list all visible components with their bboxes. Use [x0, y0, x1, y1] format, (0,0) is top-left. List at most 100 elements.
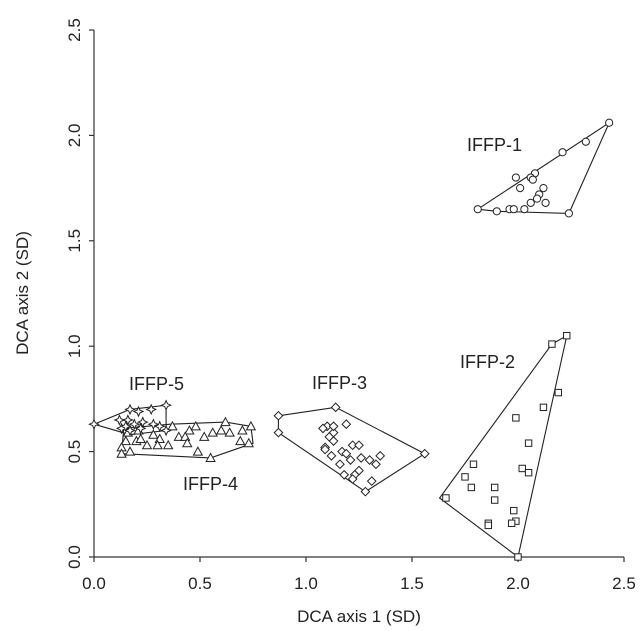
hull-polygons	[92, 121, 611, 558]
iffp-3-point	[360, 486, 371, 497]
iffp-2-point	[484, 521, 493, 530]
iffp-2-point	[524, 439, 533, 447]
iffp-2-point	[490, 496, 499, 504]
iffp-1-point	[528, 175, 537, 184]
iffp-3-point	[318, 423, 328, 434]
iffp-1-point	[581, 137, 590, 146]
iffp-1-point	[541, 198, 550, 207]
iffp-3-point	[419, 448, 430, 459]
iffp-3-point	[356, 453, 367, 463]
axes	[93, 30, 624, 558]
label-ifpp-5: IFFP-5	[129, 374, 184, 394]
iffp-2-point	[461, 473, 469, 481]
x-axis-title: DCA axis 1 (SD)	[297, 607, 421, 626]
x-tick-label: 2.0	[506, 574, 530, 593]
iffp-2-point	[507, 519, 516, 527]
iffp-4-point	[224, 427, 235, 437]
iffp-4-point	[245, 420, 257, 431]
label-ifpp-2: IFFP-2	[460, 352, 515, 372]
iffp-3-point	[273, 410, 284, 421]
label-ifpp-4: IFFP-4	[183, 474, 238, 494]
iffp-4-point	[215, 425, 227, 435]
iffp-2-point	[548, 340, 556, 348]
iffp-2-point	[539, 403, 548, 412]
iffp-1-point	[511, 173, 520, 182]
y-axis-title: DCA axis 2 (SD)	[13, 231, 32, 355]
iffp-4-point	[124, 446, 136, 456]
iffp-1-point	[526, 198, 535, 207]
iffp-4-point	[141, 439, 153, 450]
iffp-3-point	[347, 474, 358, 484]
iffp-4-point	[192, 446, 204, 456]
iffp-2-point	[510, 506, 518, 515]
iffp-3-point	[335, 459, 345, 470]
iffp-2-point	[554, 388, 562, 397]
iffp-2-point	[524, 468, 533, 477]
y-tick-label: 0.0	[65, 545, 84, 569]
ticks: 0.0 0.5 1.0 1.5 2.0 2.5 0.0 0.5 1.0 1.5 2.0 2.5	[65, 18, 636, 593]
iffp-4-point	[205, 452, 216, 462]
x-tick-label: 2.5	[612, 574, 636, 593]
iffp-5-point	[132, 405, 145, 418]
label-ifpp-1: IFFP-1	[467, 135, 522, 155]
iffp-4-point	[152, 439, 163, 450]
iffp-5-point	[88, 418, 100, 431]
iffp-4-point	[182, 437, 193, 448]
x-tick-label: 0.5	[188, 574, 212, 593]
iffp-3-point	[328, 421, 339, 432]
iffp-4-point	[190, 420, 202, 431]
iffp-4-point	[116, 448, 127, 458]
x-tick-label: 1.0	[294, 574, 318, 593]
data-points	[88, 118, 614, 561]
iffp-3-point	[366, 476, 377, 487]
iffp-3-point	[320, 444, 330, 455]
iffp-5-point	[128, 418, 141, 431]
iffp-3-point	[341, 448, 352, 459]
iffp-1-point	[492, 207, 501, 216]
iffp-5-point	[160, 399, 172, 412]
iffp-3-point	[328, 436, 339, 446]
iffp-4-point	[243, 437, 255, 448]
iffp-3-point	[273, 427, 284, 438]
iffp-1-point	[539, 184, 548, 193]
iffp-5-point	[145, 403, 157, 416]
iffp-1-point	[564, 209, 573, 218]
iffp-1-point	[509, 205, 518, 214]
iffp-5-point	[153, 420, 166, 433]
y-tick-label: 2.5	[65, 18, 84, 42]
iffp-2-point	[490, 483, 499, 492]
y-tick-label: 2.0	[65, 124, 84, 148]
iffp-2-point	[469, 460, 478, 468]
iffp-4-point	[220, 416, 231, 427]
iffp-3-point	[371, 459, 381, 470]
iffp-2-point	[514, 553, 522, 561]
iffp-3-point	[347, 440, 358, 451]
iffp-4-point	[237, 425, 248, 435]
iffp-4-point	[135, 433, 146, 443]
iffp-1-point	[605, 118, 614, 127]
iffp-1-point	[532, 194, 542, 203]
iffp-2-point	[467, 483, 476, 492]
label-ifpp-3: IFFP-3	[312, 373, 367, 393]
iffp-3-point	[375, 450, 386, 461]
iffp-2-point	[518, 464, 526, 473]
iffp-5-point	[160, 424, 172, 437]
iffp-4-point	[162, 439, 174, 450]
iffp-3-point	[354, 440, 364, 451]
iffp-5-point	[134, 422, 147, 435]
iffp-3-point	[326, 450, 337, 461]
iffp-4-point	[173, 431, 185, 441]
iffp-3-point	[330, 402, 341, 413]
y-tick-label: 0.5	[65, 440, 84, 464]
iffp-1-point	[558, 148, 567, 157]
iffp-4-point	[167, 420, 178, 431]
iffp-5-point	[124, 403, 136, 416]
iffp-5-hull	[92, 404, 167, 436]
iffp-1-point	[520, 205, 529, 214]
iffp-5-point	[122, 414, 134, 426]
iffp-5-point	[113, 414, 126, 426]
iffp-4-point	[148, 429, 159, 439]
iffp-3-point	[364, 455, 375, 465]
iffp-4-point	[235, 435, 246, 446]
